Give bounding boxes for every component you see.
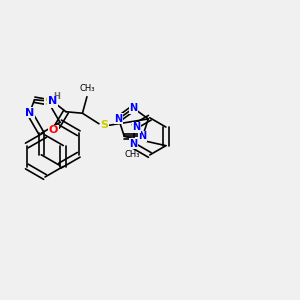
Text: N: N (48, 96, 57, 106)
Text: N: N (25, 108, 34, 118)
Text: CH₃: CH₃ (124, 150, 140, 159)
Text: O: O (49, 125, 58, 135)
Text: N: N (133, 122, 141, 132)
Text: S: S (100, 120, 108, 130)
Text: S: S (44, 97, 52, 107)
Text: N: N (130, 139, 138, 149)
Text: N: N (139, 131, 147, 141)
Text: N: N (129, 103, 137, 113)
Text: N: N (115, 114, 123, 124)
Text: CH₃: CH₃ (79, 84, 95, 93)
Text: H: H (53, 92, 60, 101)
